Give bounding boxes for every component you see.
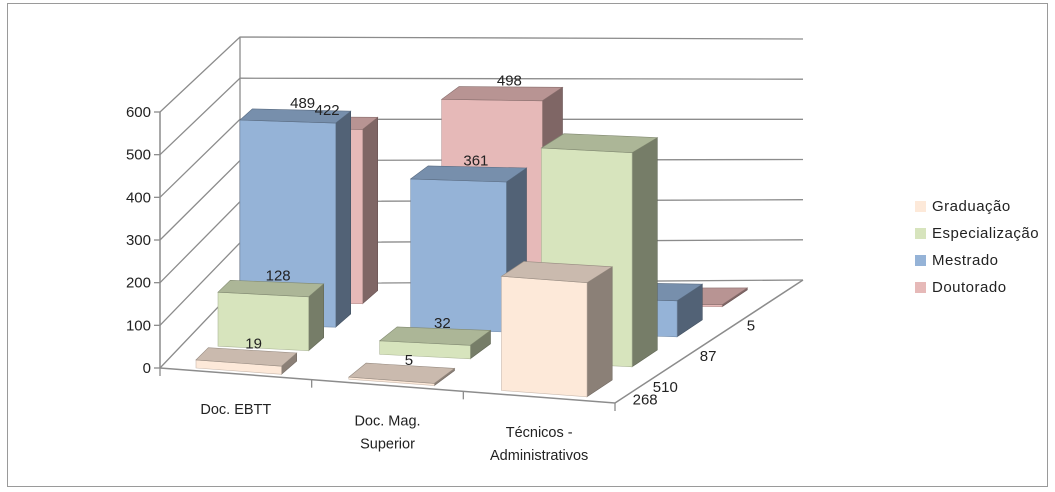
bar-top <box>217 279 325 298</box>
legend: Graduação Especialização Mestrado Doutor… <box>915 193 1039 301</box>
data-label-mestrado-1: 361 <box>463 153 488 170</box>
x-tick-label-line: Técnicos - <box>506 425 573 441</box>
x-tick-label-1: Doc. Mag. Superior <box>354 414 420 453</box>
bar-top <box>239 108 352 124</box>
bar-graduação-0 <box>195 347 298 375</box>
x-tick-label-line: Doc. Mag. <box>354 414 420 430</box>
data-label-mestrado-0: 489 <box>290 95 315 112</box>
bar-top <box>378 326 492 346</box>
data-label-especialização-2: 510 <box>653 379 678 396</box>
y-tick-label-500: 500 <box>126 147 151 164</box>
bar-side <box>586 266 613 398</box>
data-label-doutorado-0: 422 <box>315 102 340 119</box>
data-label-especialização-1: 32 <box>434 315 451 332</box>
chart-frame <box>7 3 1048 487</box>
data-label-graduação-0: 19 <box>245 336 262 353</box>
y-tick-label-400: 400 <box>126 189 151 206</box>
data-label-doutorado-2: 5 <box>747 317 755 334</box>
y-tick-label-600: 600 <box>126 104 151 121</box>
legend-item-especializacao: Especialização <box>915 220 1039 247</box>
bar-mestrado-0 <box>239 108 352 328</box>
legend-item-graduacao: Graduação <box>915 193 1039 220</box>
x-tick-label-line: Administrativos <box>490 448 588 464</box>
legend-label-doutorado: Doutorado <box>932 279 1007 296</box>
bar-mestrado-1 <box>409 165 528 333</box>
legend-swatch-mestrado <box>915 255 926 266</box>
data-label-graduação-2: 268 <box>633 391 658 408</box>
data-label-especialização-0: 128 <box>266 267 291 284</box>
legend-swatch-doutorado <box>915 282 926 293</box>
data-label-doutorado-1: 498 <box>497 73 522 90</box>
legend-label-mestrado: Mestrado <box>932 252 999 269</box>
y-tick-label-200: 200 <box>126 275 151 292</box>
bar-front <box>501 275 588 398</box>
data-labels: 19 5 268 128 32 510 489 361 87 422 498 5 <box>245 73 755 409</box>
bar-side <box>362 116 379 305</box>
bar-side <box>335 110 352 328</box>
bar-top <box>500 261 614 284</box>
bars <box>195 86 749 398</box>
y-tick-label-300: 300 <box>126 232 151 249</box>
bar-graduação-2 <box>500 261 614 398</box>
bar-top <box>348 362 456 384</box>
bar-top <box>440 86 564 102</box>
data-label-graduação-1: 5 <box>405 352 413 369</box>
legend-item-doutorado: Doutorado <box>915 274 1039 301</box>
bar-side <box>631 137 658 368</box>
bar-especialização-1 <box>378 326 492 360</box>
y-tick-label-0: 0 <box>143 360 151 377</box>
x-tick-label-line: Doc. EBTT <box>200 402 271 418</box>
data-label-mestrado-2: 87 <box>700 348 717 365</box>
y-tick-label-100: 100 <box>126 317 151 334</box>
bar-front <box>217 291 309 352</box>
bar-top <box>409 165 528 183</box>
x-tick-label-2: Técnicos - Administrativos <box>490 425 588 464</box>
bar-top <box>540 133 659 154</box>
bar-especialização-0 <box>217 279 325 352</box>
legend-item-mestrado: Mestrado <box>915 247 1039 274</box>
bar-front <box>410 178 507 333</box>
x-tick-label-line: Superior <box>360 437 415 453</box>
legend-label-especializacao: Especialização <box>932 225 1040 242</box>
bar-graduação-1 <box>348 362 456 387</box>
x-tick-label-0: Doc. EBTT <box>200 402 271 418</box>
legend-label-graduacao: Graduação <box>932 198 1011 215</box>
legend-swatch-especializacao <box>915 228 926 239</box>
legend-swatch-graduacao <box>915 201 926 212</box>
bar-top <box>195 347 298 367</box>
